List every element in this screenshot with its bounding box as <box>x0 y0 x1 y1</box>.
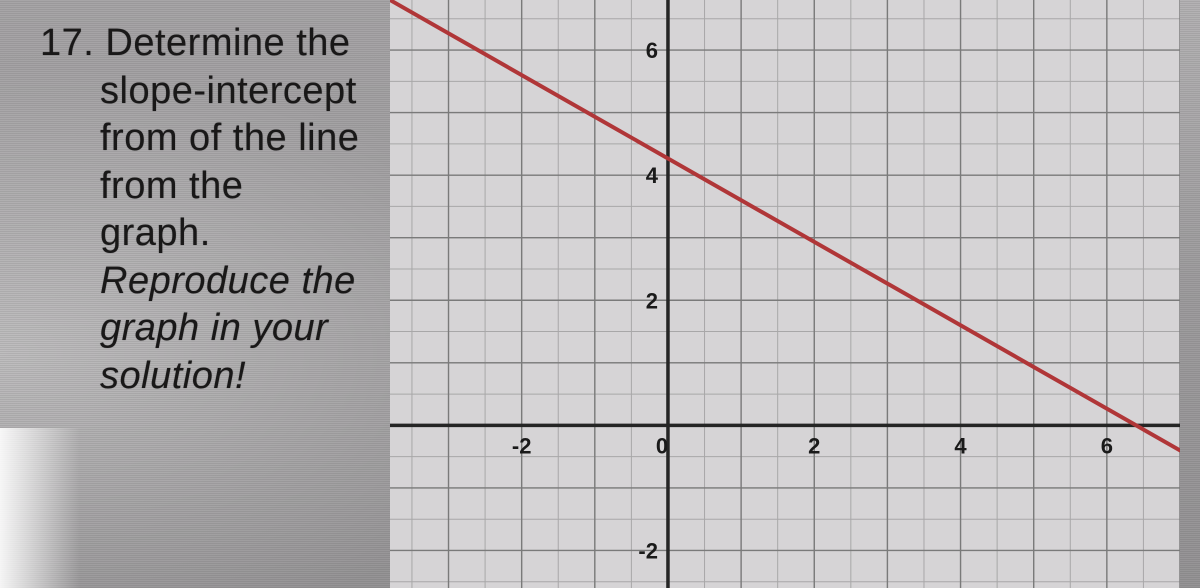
question-line-5: Reproduce the <box>40 258 362 306</box>
svg-text:6: 6 <box>646 38 658 63</box>
question-line-2: slope-intercept <box>40 68 362 116</box>
svg-text:0: 0 <box>656 433 668 458</box>
graph-container: -2 0 2 4 6 -2 2 4 6 <box>390 0 1180 588</box>
question-line-4: from the graph. <box>40 163 362 258</box>
svg-text:-2: -2 <box>512 433 532 458</box>
question-line-6: graph in your <box>40 305 362 353</box>
svg-text:2: 2 <box>808 433 820 458</box>
worksheet-page: 17. Determine the slope-intercept from o… <box>0 0 1200 588</box>
svg-text:2: 2 <box>646 288 658 313</box>
question-number: 17. <box>40 22 94 64</box>
question-number-line: 17. Determine the <box>40 20 362 68</box>
question-line-1: Determine the <box>105 22 350 64</box>
svg-text:4: 4 <box>646 163 659 188</box>
svg-text:6: 6 <box>1101 433 1113 458</box>
graph-column: -2 0 2 4 6 -2 2 4 6 <box>380 0 1200 588</box>
svg-text:4: 4 <box>954 433 967 458</box>
svg-text:-2: -2 <box>638 538 658 563</box>
coordinate-graph: -2 0 2 4 6 -2 2 4 6 <box>390 0 1180 588</box>
question-column: 17. Determine the slope-intercept from o… <box>0 0 380 588</box>
question-line-7: solution! <box>40 353 362 401</box>
question-line-3: from of the line <box>40 115 362 163</box>
